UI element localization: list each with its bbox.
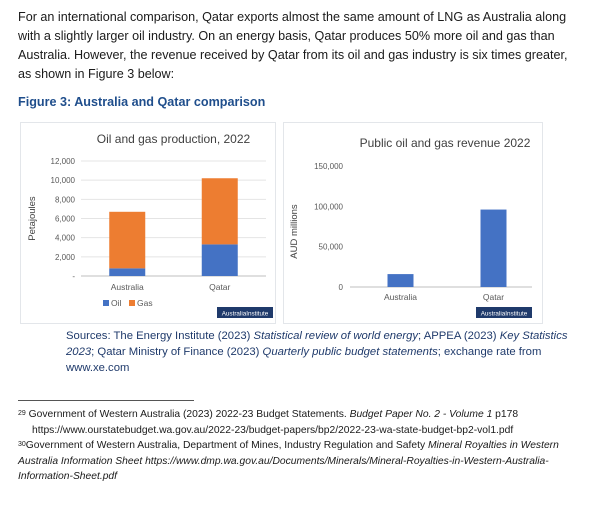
chart-1-bar-gas-qatar (201, 178, 238, 245)
chart-2-x-tick-label: Australia (384, 292, 417, 302)
chart-2-y-tick-label: 50,000 (319, 243, 344, 252)
footnote-30-text: Government of Western Australia, Departm… (25, 440, 428, 451)
intro-paragraph: For an international comparison, Qatar e… (18, 10, 568, 81)
footnote-30-number: 30 (18, 441, 26, 448)
chart-1-y-tick-label: 12,000 (51, 157, 76, 166)
revenue-chart: Public oil and gas revenue 2022 AUD milli… (283, 122, 543, 324)
footnote-30: 30Government of Western Australia, Depar… (18, 438, 584, 485)
footnote-29-text: Government of Western Australia (2023) 2… (25, 409, 350, 420)
revenue-chart-svg: Public oil and gas revenue 2022 AUD milli… (289, 136, 532, 318)
chart-1-y-tick-label: 6,000 (55, 215, 76, 224)
chart-1-legend-label: Gas (137, 298, 153, 308)
footnote-29-title: Budget Paper No. 2 - Volume 1 (349, 409, 493, 420)
chart-1-x-tick-label: Australia (111, 282, 144, 292)
figure-title: Figure 3: Australia and Qatar comparison (18, 95, 266, 109)
chart-2-watermark-text: AustraliaInstitute (481, 310, 528, 317)
chart-1-bar-oil-australia (109, 268, 146, 276)
sources-mid-2: ; Qatar Ministry of Finance (2023) (91, 346, 263, 358)
chart-2-bar-qatar (480, 209, 507, 287)
chart-1-legend-label: Oil (111, 298, 122, 308)
chart-2-y-tick-label: 0 (339, 283, 344, 292)
chart-1-x-tick-label: Qatar (209, 282, 230, 292)
chart-1-title: Oil and gas production, 2022 (97, 132, 251, 146)
production-chart: Oil and gas production, 2022 Petajoules - 2… (20, 122, 276, 324)
chart-2-x-tick-label: Qatar (483, 292, 504, 302)
production-chart-svg: Oil and gas production, 2022 Petajoules - 2… (27, 132, 273, 318)
chart-1-y-axis-label: Petajoules (27, 196, 38, 241)
chart-1-bar-oil-qatar (201, 244, 238, 276)
footnote-divider (18, 400, 194, 401)
chart-2-y-axis-label: AUD millions (289, 204, 300, 259)
chart-2-watermark-badge (476, 307, 532, 318)
chart-2-y-tick-label: 100,000 (314, 202, 343, 211)
chart-1-bar-gas-australia (109, 211, 146, 269)
footnote-30-url[interactable]: https://www.dmp.wa.gov.au/Documents/Mine… (18, 455, 549, 483)
chart-1-y-tick-label: 10,000 (51, 176, 76, 185)
chart-1-legend-swatch-gas (129, 300, 135, 306)
chart-1-y-tick-label: - (72, 272, 75, 281)
chart-1-y-tick-label: 2,000 (55, 253, 76, 262)
footnote-29-page: p178 (492, 409, 519, 420)
chart-2-bar-australia (387, 274, 414, 287)
source-2-title: Key Statistics 2023 (66, 330, 568, 358)
footnote-29-number: 29 (18, 410, 26, 417)
sources-note: Sources: The Energy Institute (2023) Sta… (66, 328, 582, 376)
footnote-29-url[interactable]: https://www.ourstatebudget.wa.gov.au/202… (32, 424, 514, 436)
footnote-29: 29 Government of Western Australia (2023… (18, 407, 584, 438)
footnote-30-title: Mineral Royalties in Western Australia I… (18, 440, 559, 467)
chart-2-title: Public oil and gas revenue 2022 (360, 136, 531, 150)
sources-suffix: ; exchange rate from www.xe.com (66, 346, 542, 374)
chart-1-y-tick-label: 4,000 (55, 234, 76, 243)
chart-1-watermark-badge (217, 307, 273, 318)
chart-1-y-tick-label: 8,000 (55, 195, 76, 204)
chart-2-y-tick-label: 150,000 (314, 162, 343, 171)
sources-mid-1: ; APPEA (2023) (418, 330, 500, 342)
chart-1-watermark-text: AustraliaInstitute (222, 310, 269, 317)
sources-prefix: Sources: The Energy Institute (2023) (66, 330, 254, 342)
source-3-title: Quarterly public budget statements (262, 346, 438, 358)
source-1-title: Statistical review of world energy (253, 330, 419, 342)
chart-1-legend-swatch-oil (103, 300, 109, 306)
